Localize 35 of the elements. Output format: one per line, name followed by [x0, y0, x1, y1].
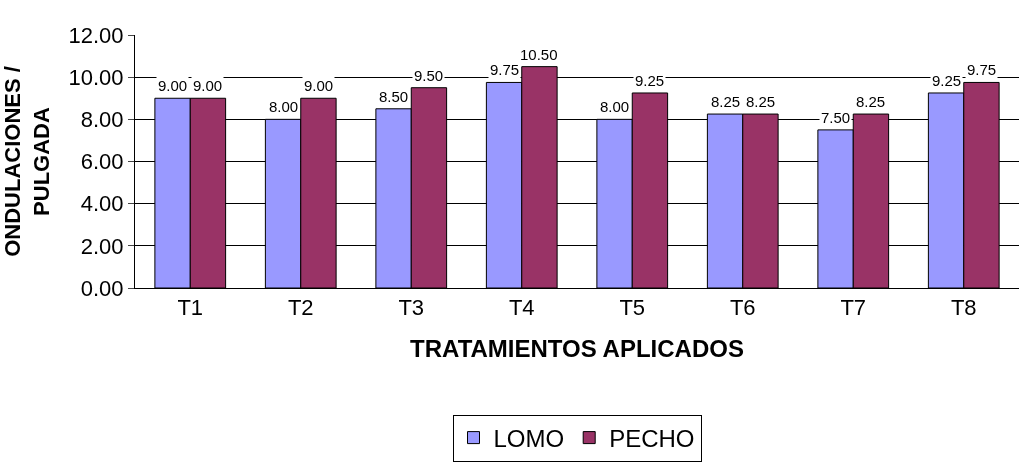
y-tick-label: 4.00: [80, 191, 124, 217]
y-tick-label: 0.00: [80, 275, 124, 301]
data-label: 9.75: [967, 61, 997, 78]
legend-label: PECHO: [609, 424, 695, 452]
data-label: 10.50: [520, 46, 558, 63]
data-label: 8.50: [379, 88, 409, 105]
x-tick-label: T2: [287, 295, 314, 321]
data-label: 7.50: [821, 109, 851, 126]
legend-label: LOMO: [493, 424, 565, 452]
x-tick-label: T6: [729, 295, 756, 321]
data-label: 8.00: [600, 98, 630, 115]
y-tick-label: 2.00: [80, 233, 124, 259]
y-tick-label: 8.00: [80, 107, 124, 133]
data-label: 9.00: [158, 77, 188, 94]
y-axis-title: ONDULACIONES / PULGADA: [0, 66, 54, 257]
x-tick-label: T3: [398, 295, 425, 321]
y-tick-label: 10.00: [68, 64, 124, 90]
x-tick-label: T1: [177, 295, 204, 321]
data-label: 9.25: [635, 72, 665, 89]
data-label: 8.25: [746, 93, 776, 110]
data-label: 8.25: [856, 93, 886, 110]
data-label: 9.50: [414, 67, 444, 84]
x-tick-label: T8: [950, 295, 977, 321]
y-tick-label: 12.00: [68, 22, 124, 48]
x-axis-title: TRATAMIENTOS APLICADOS: [410, 334, 744, 362]
data-label: 9.00: [193, 77, 223, 94]
x-tick-label: T5: [619, 295, 646, 321]
data-label: 9.75: [490, 61, 520, 78]
y-tick-label: 6.00: [80, 149, 124, 175]
data-label: 8.25: [711, 93, 741, 110]
data-label: 9.00: [304, 77, 334, 94]
data-label: 8.00: [269, 98, 299, 115]
x-tick-label: T7: [840, 295, 867, 321]
x-tick-label: T4: [508, 295, 535, 321]
data-label: 9.25: [932, 72, 962, 89]
